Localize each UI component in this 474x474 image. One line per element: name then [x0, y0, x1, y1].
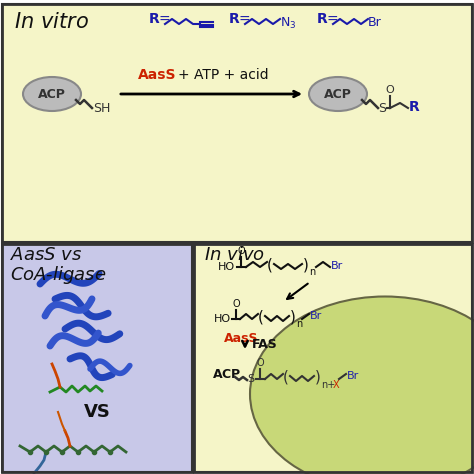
Text: $\mathbf{R}$=: $\mathbf{R}$= [148, 12, 171, 26]
Text: n+: n+ [321, 380, 335, 390]
Text: (: ( [258, 310, 264, 325]
Text: $\mathbf{R}$=: $\mathbf{R}$= [316, 12, 339, 26]
Text: $\mathbf{R}$: $\mathbf{R}$ [408, 100, 420, 114]
Text: $\it{AasS\ vs}$: $\it{AasS\ vs}$ [10, 246, 82, 264]
Text: AasS: AasS [224, 331, 258, 345]
Text: SH: SH [93, 101, 110, 115]
Text: (: ( [283, 370, 289, 384]
Text: n: n [296, 319, 302, 329]
Bar [2, 244, 192, 472]
Bar [194, 244, 472, 472]
Text: AasS: AasS [138, 68, 176, 82]
Text: $\it{In\ vitro}$: $\it{In\ vitro}$ [14, 12, 89, 32]
Text: ACP: ACP [38, 88, 66, 100]
Text: HO: HO [218, 262, 235, 272]
Text: $\mathbf{ACP}$: $\mathbf{ACP}$ [212, 367, 241, 381]
Bar [2, 244, 192, 472]
Bar [2, 4, 472, 242]
Text: O: O [232, 299, 240, 309]
Ellipse shape [250, 297, 474, 474]
Text: O: O [386, 85, 394, 95]
Text: ): ) [303, 257, 309, 273]
Text: + ATP + acid: + ATP + acid [178, 68, 269, 82]
Text: FAS: FAS [252, 337, 278, 350]
Ellipse shape [309, 77, 367, 111]
Bar [194, 244, 472, 472]
Text: X: X [333, 380, 340, 390]
Text: N$_3$: N$_3$ [280, 16, 296, 31]
Text: $\it{In\ vivo}$: $\it{In\ vivo}$ [204, 246, 265, 264]
Text: Br: Br [331, 261, 343, 271]
Text: O: O [237, 246, 245, 256]
Text: HO: HO [214, 314, 231, 324]
Ellipse shape [23, 77, 81, 111]
Text: Br: Br [310, 311, 322, 321]
Text: Br: Br [368, 16, 382, 29]
Text: n: n [309, 267, 315, 277]
Text: $\mathbf{R}$=: $\mathbf{R}$= [228, 12, 251, 26]
Text: ACP: ACP [324, 88, 352, 100]
Text: ): ) [315, 370, 321, 384]
Text: VS: VS [83, 403, 110, 421]
Text: O: O [256, 358, 264, 368]
Text: S: S [247, 374, 254, 384]
Text: $\it{CoA}$-$\it{ligase}$: $\it{CoA}$-$\it{ligase}$ [10, 264, 107, 286]
Text: S: S [378, 101, 386, 115]
Text: Br: Br [347, 371, 359, 381]
Text: (: ( [267, 257, 273, 273]
Bar [2, 4, 472, 242]
Text: ): ) [290, 310, 296, 325]
